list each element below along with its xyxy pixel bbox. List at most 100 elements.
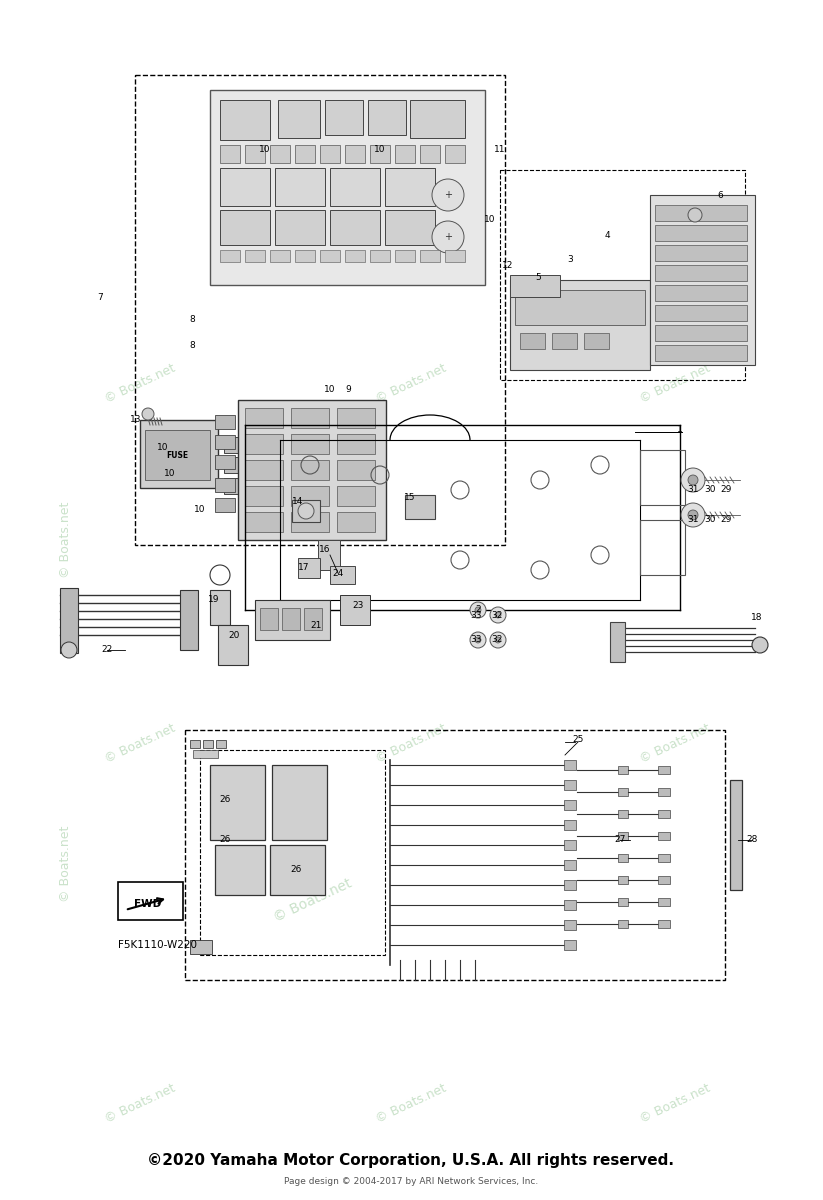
Bar — [210, 90, 485, 284]
Text: © Boats.net: © Boats.net — [374, 722, 449, 766]
Bar — [190, 940, 212, 954]
Text: 30: 30 — [704, 516, 716, 524]
Circle shape — [688, 475, 698, 485]
Text: 19: 19 — [208, 595, 220, 605]
Bar — [655, 325, 747, 341]
Text: 7: 7 — [97, 293, 103, 301]
Bar — [564, 760, 576, 770]
Circle shape — [142, 408, 154, 420]
Bar — [203, 740, 213, 748]
Bar — [193, 750, 218, 758]
Circle shape — [681, 468, 705, 492]
Bar — [655, 284, 747, 301]
Bar — [385, 168, 435, 206]
Text: 13: 13 — [130, 415, 142, 425]
Bar — [215, 478, 235, 492]
Bar — [291, 512, 329, 532]
Text: 29: 29 — [720, 516, 732, 524]
Circle shape — [298, 503, 314, 518]
Text: 8: 8 — [189, 341, 195, 349]
Bar — [320, 250, 340, 262]
Bar — [650, 194, 755, 365]
Text: 5: 5 — [535, 274, 541, 282]
Bar — [291, 460, 329, 480]
Text: 6: 6 — [717, 191, 723, 199]
Bar — [345, 145, 365, 163]
Bar — [270, 845, 325, 895]
Bar — [618, 766, 628, 774]
Bar — [220, 145, 240, 163]
Bar — [658, 854, 670, 862]
Text: FWD: FWD — [134, 899, 161, 910]
Bar — [337, 486, 375, 506]
Text: 9: 9 — [345, 385, 351, 395]
Text: © Boats.net: © Boats.net — [103, 722, 177, 766]
Bar — [190, 740, 200, 748]
Bar — [118, 882, 183, 920]
Bar — [510, 280, 650, 370]
Text: © Boats.net: © Boats.net — [374, 362, 449, 406]
Bar — [564, 800, 576, 810]
Bar — [282, 608, 300, 630]
Bar — [658, 876, 670, 884]
Text: 16: 16 — [319, 546, 331, 554]
Bar — [210, 766, 265, 840]
Text: 10: 10 — [324, 385, 336, 395]
Bar — [238, 400, 386, 540]
Bar — [292, 500, 320, 522]
Bar — [655, 265, 747, 281]
Bar — [337, 408, 375, 428]
Text: © Boats.net: © Boats.net — [638, 722, 712, 766]
Bar — [370, 145, 390, 163]
Bar — [200, 750, 385, 955]
Text: +: + — [444, 190, 452, 200]
Bar — [658, 920, 670, 928]
Bar — [610, 622, 625, 662]
Bar — [618, 920, 628, 928]
Circle shape — [475, 607, 481, 613]
Bar — [618, 832, 628, 840]
Bar — [552, 332, 577, 349]
Text: 14: 14 — [292, 498, 304, 506]
Bar — [224, 478, 246, 494]
Bar — [291, 486, 329, 506]
Bar — [618, 810, 628, 818]
Bar — [245, 250, 265, 262]
Bar — [658, 832, 670, 840]
Bar — [655, 346, 747, 361]
Bar — [618, 788, 628, 796]
Bar — [295, 250, 315, 262]
Circle shape — [61, 642, 77, 658]
Bar — [564, 940, 576, 950]
Circle shape — [688, 208, 702, 222]
Text: © Boats.net: © Boats.net — [638, 362, 712, 406]
Bar — [330, 566, 355, 584]
Text: 4: 4 — [604, 230, 610, 240]
Text: 32: 32 — [491, 611, 503, 619]
Bar — [445, 250, 465, 262]
Bar — [245, 145, 265, 163]
Bar — [640, 520, 685, 575]
Bar — [618, 854, 628, 862]
Bar — [420, 145, 440, 163]
Bar — [564, 840, 576, 850]
Bar — [215, 434, 235, 449]
Text: 27: 27 — [614, 835, 625, 845]
Text: 33: 33 — [470, 611, 481, 619]
Bar — [564, 880, 576, 890]
Bar — [325, 100, 363, 134]
Bar — [318, 540, 340, 570]
Text: 33: 33 — [470, 636, 481, 644]
Bar — [298, 558, 320, 578]
Bar — [218, 625, 248, 665]
Text: 31: 31 — [687, 486, 699, 494]
Bar — [60, 588, 78, 653]
Bar — [655, 205, 747, 221]
Circle shape — [688, 510, 698, 520]
Text: 17: 17 — [298, 564, 309, 572]
Bar — [445, 145, 465, 163]
Circle shape — [470, 602, 486, 618]
Bar — [395, 250, 415, 262]
Circle shape — [490, 607, 506, 623]
Text: ©2020 Yamaha Motor Corporation, U.S.A. All rights reserved.: ©2020 Yamaha Motor Corporation, U.S.A. A… — [147, 1152, 675, 1168]
